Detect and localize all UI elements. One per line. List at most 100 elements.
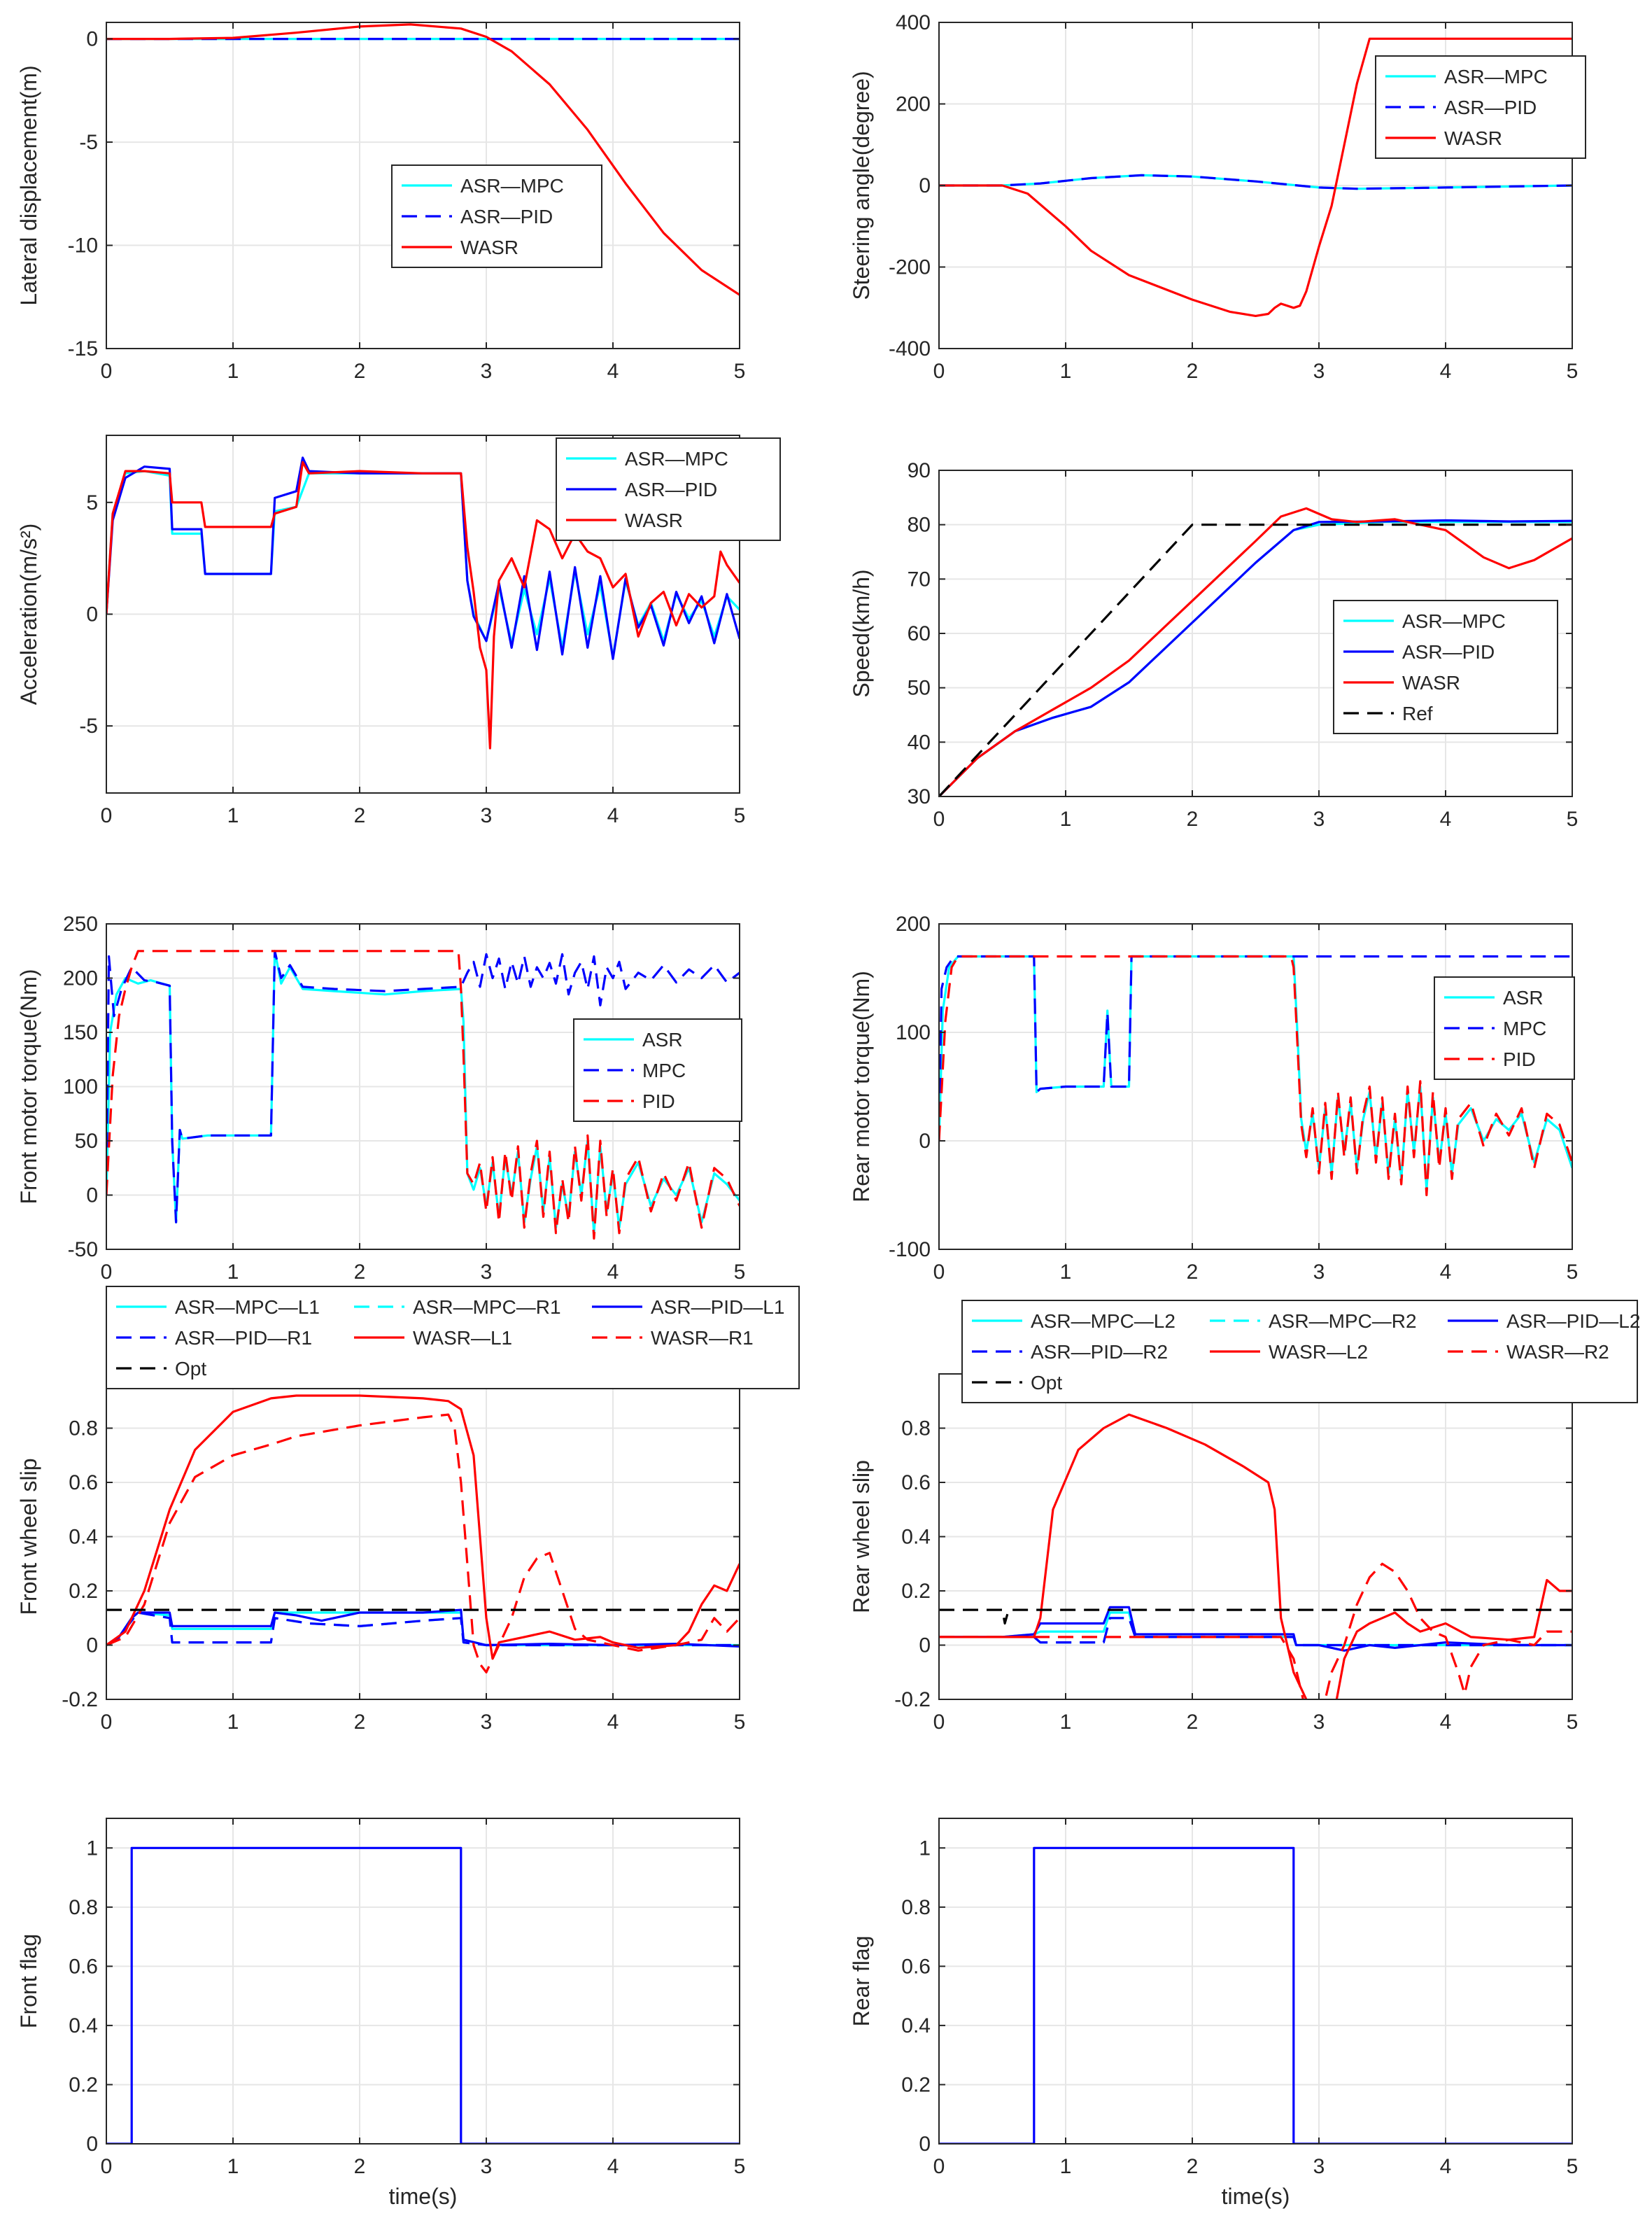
y-tick-label: 40 — [908, 731, 931, 754]
y-tick-label: 0 — [919, 1130, 931, 1153]
series-line — [939, 955, 1572, 1197]
series-line — [106, 23, 740, 296]
x-tick-label: 3 — [481, 2155, 493, 2178]
x-tick-label: 4 — [1440, 808, 1452, 831]
legend-box — [106, 1286, 800, 1389]
series-line — [106, 1846, 740, 2144]
series-line — [106, 950, 740, 1223]
legend-entry: ASR—MPC — [1444, 66, 1548, 87]
y-axis-label: Front wheel slip — [16, 1458, 41, 1615]
legend-entry: Opt — [175, 1358, 206, 1380]
y-tick-label: 80 — [908, 514, 931, 537]
legend-box — [1333, 600, 1558, 734]
legend-entry: ASR—PID—L1 — [651, 1296, 784, 1318]
y-axis-label: Front flag — [16, 1934, 41, 2028]
y-tick-label: -100 — [889, 1238, 931, 1261]
legend-box — [573, 1018, 742, 1122]
x-tick-label: 2 — [354, 2155, 366, 2178]
x-tick-label: 0 — [933, 2155, 945, 2178]
x-tick-label: 5 — [1567, 1261, 1579, 1284]
axes-background — [106, 1818, 740, 2144]
y-tick-label: 70 — [908, 568, 931, 591]
x-tick-label: 0 — [101, 1261, 113, 1284]
y-tick-label: 0.4 — [69, 1526, 98, 1549]
y-tick-label: 0.8 — [901, 1896, 931, 1919]
x-tick-label: 2 — [354, 804, 366, 827]
x-tick-label: 3 — [481, 804, 493, 827]
y-tick-label: 0.8 — [69, 1896, 98, 1919]
y-tick-label: 250 — [63, 913, 98, 936]
y-tick-label: -0.2 — [894, 1688, 931, 1711]
legend-entry: WASR—L1 — [413, 1327, 512, 1349]
y-tick-label: -50 — [68, 1238, 98, 1261]
x-tick-label: 0 — [933, 808, 945, 831]
y-tick-label: 1 — [919, 1837, 931, 1860]
legend: ASR—MPC ASR—PID WASR Ref — [1333, 600, 1558, 734]
x-tick-label: 3 — [481, 1261, 493, 1284]
x-tick-label: 5 — [734, 1261, 746, 1284]
legend-entry: ASR—MPC—R2 — [1269, 1310, 1417, 1332]
x-tick-label: 1 — [227, 1711, 239, 1734]
x-tick-label: 2 — [354, 1711, 366, 1734]
y-tick-label: 50 — [908, 677, 931, 700]
y-axis-label: Acceleration(m/s²) — [16, 524, 41, 706]
x-tick-label: 3 — [481, 1711, 493, 1734]
legend-entry: ASR—PID—L2 — [1506, 1310, 1640, 1332]
y-axis-label: Rear flag — [849, 1936, 874, 2027]
x-tick-label: 1 — [1060, 360, 1072, 383]
legend-box — [961, 1300, 1638, 1403]
x-tick-label: 1 — [1060, 1711, 1072, 1734]
x-tick-label: 2 — [354, 1261, 366, 1284]
legend-entry: WASR — [460, 237, 518, 258]
series-line — [939, 1562, 1572, 1699]
y-axis-label: Steering angle(degree) — [849, 71, 874, 300]
series-line — [106, 1608, 740, 1648]
y-tick-label: 0 — [86, 1184, 98, 1207]
x-tick-label: 4 — [607, 1261, 619, 1284]
legend-entry: ASR—PID — [460, 206, 553, 227]
x-tick-label: 5 — [734, 360, 746, 383]
plot-p9: 0 1 2 3 4 5 0 0.2 0.4 0.6 0.8 1 Front flag time(s) — [16, 1818, 745, 2209]
legend: ASR—MPC—L2 ASR—MPC—R2 ASR—PID—L2 ASR—PID—R2… — [961, 1300, 1640, 1403]
x-tick-label: 0 — [101, 804, 113, 827]
y-axis-label: Rear wheel slip — [849, 1460, 874, 1613]
legend-entry: MPC — [1503, 1018, 1546, 1039]
y-axis-label: Rear motor torque(Nm) — [849, 971, 874, 1202]
legend-entry: ASR—MPC — [1402, 610, 1506, 632]
series-line — [939, 1846, 1572, 2144]
y-tick-label: 0 — [86, 2133, 98, 2156]
axes-frame — [106, 22, 740, 349]
x-tick-label: 2 — [1187, 360, 1199, 383]
x-tick-label: 4 — [607, 804, 619, 827]
y-tick-label: 90 — [908, 459, 931, 482]
x-tick-label: 2 — [1187, 1261, 1199, 1284]
axes-background — [939, 1818, 1572, 2144]
plot-p3: 0 1 2 3 4 5 -5 0 5 Acceleration(m/s²) ASR—MPC ASR—P… — [16, 435, 781, 827]
legend: ASR—MPC ASR—PID WASR — [391, 164, 602, 268]
x-tick-label: 4 — [607, 1711, 619, 1734]
y-tick-label: 0.6 — [901, 1955, 931, 1978]
y-tick-label: 200 — [63, 967, 98, 990]
y-tick-label: 0.8 — [69, 1417, 98, 1440]
x-tick-label: 1 — [227, 360, 239, 383]
axes-frame — [106, 1818, 740, 2145]
y-tick-label: 0.4 — [901, 2014, 931, 2037]
series-line — [939, 37, 1572, 317]
legend-entry: WASR — [1444, 127, 1502, 149]
legend-entry: ASR—MPC — [460, 175, 564, 197]
x-tick-label: 2 — [354, 360, 366, 383]
y-axis-label: Front motor torque(Nm) — [16, 969, 41, 1204]
x-tick-label: 0 — [101, 360, 113, 383]
series-line — [939, 174, 1572, 190]
y-tick-label: 400 — [896, 11, 931, 34]
y-tick-label: 150 — [63, 1021, 98, 1044]
y-tick-label: 30 — [908, 785, 931, 808]
y-tick-label: 0 — [86, 603, 98, 626]
legend-entry: WASR — [1402, 672, 1460, 694]
y-tick-label: -5 — [79, 131, 98, 154]
x-tick-label: 5 — [1567, 808, 1579, 831]
